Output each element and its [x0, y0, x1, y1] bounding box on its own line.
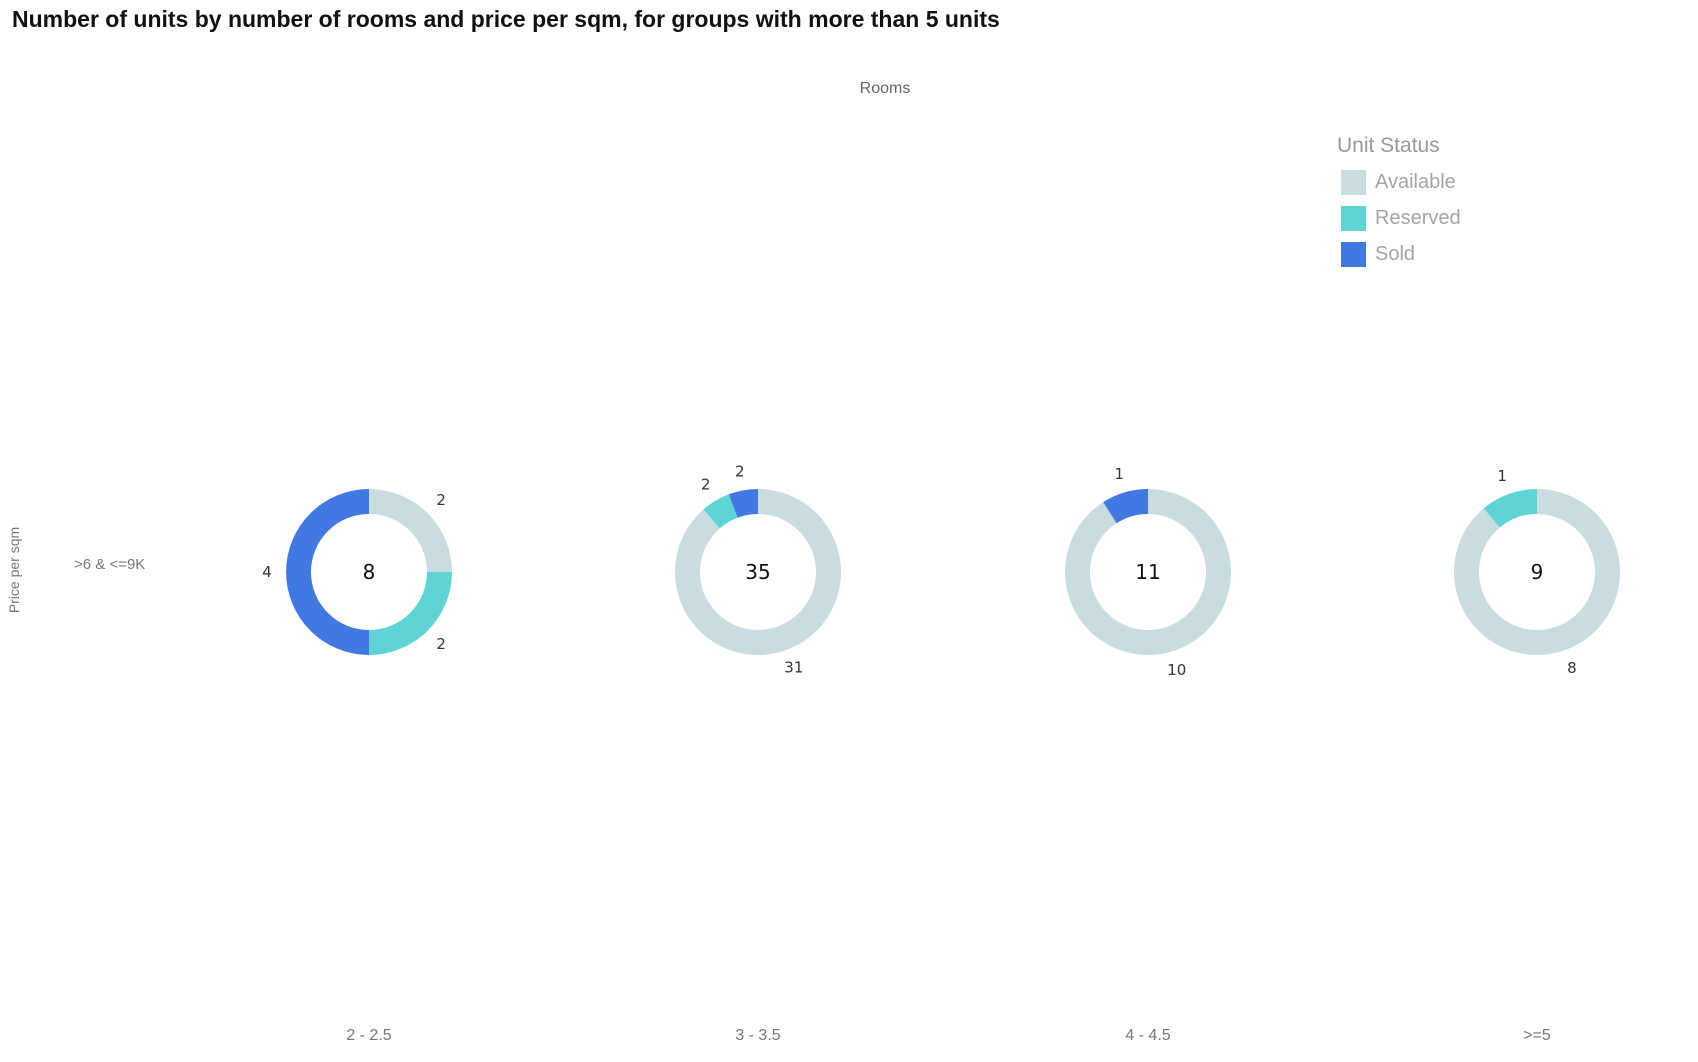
slice-reserved[interactable]	[703, 494, 738, 529]
slice-value-label: 2	[735, 463, 745, 481]
legend-item-sold[interactable]: Sold	[1341, 236, 1461, 272]
slice-available[interactable]	[369, 489, 452, 572]
slice-value-label: 2	[436, 491, 446, 509]
slice-value-label: 1	[1497, 467, 1507, 485]
slice-reserved[interactable]	[1483, 489, 1537, 528]
legend-swatch-reserved	[1341, 205, 1366, 231]
column-label-5-plus: >=5	[1523, 1027, 1551, 1044]
donut-total-label: 9	[1531, 560, 1544, 584]
legend-label-reserved: Reserved	[1375, 206, 1461, 229]
slice-available[interactable]	[1065, 489, 1231, 655]
legend-title: Unit Status	[1337, 134, 1440, 157]
column-label-4-4.5: 4 - 4.5	[1125, 1027, 1171, 1044]
slice-value-label: 31	[784, 658, 803, 676]
x-axis-title: Rooms	[859, 80, 911, 97]
slice-value-label: 4	[262, 563, 272, 581]
row-label: >6 & <=9K	[74, 556, 146, 573]
column-label-2-2.5: 2 - 2.5	[346, 1027, 392, 1044]
slice-available[interactable]	[675, 489, 841, 655]
legend-label-sold: Sold	[1375, 242, 1416, 265]
legend-item-reserved[interactable]: Reserved	[1341, 200, 1461, 236]
chart-title: Number of units by number of rooms and p…	[12, 6, 1000, 32]
legend: Unit Status Available Reserved Sold	[1337, 134, 1461, 272]
legend-swatch-sold	[1341, 241, 1366, 267]
slice-sold[interactable]	[1103, 489, 1148, 524]
legend-item-available[interactable]: Available	[1341, 164, 1461, 200]
slice-value-label: 10	[1167, 661, 1186, 679]
slice-value-label: 1	[1114, 465, 1124, 483]
slice-value-label: 2	[436, 635, 446, 653]
donut-2-2-5: 2 2 4 8	[262, 489, 452, 655]
slice-value-label: 2	[701, 475, 711, 493]
slice-sold[interactable]	[286, 489, 369, 655]
column-label-3-3.5: 3 - 3.5	[735, 1027, 781, 1044]
donut-total-label: 35	[745, 560, 770, 584]
donut-3-3-5: 31 2 2 35	[675, 463, 841, 676]
slice-value-label: 8	[1567, 659, 1577, 677]
slice-sold[interactable]	[728, 489, 758, 518]
legend-swatch-available	[1341, 169, 1366, 195]
slice-reserved[interactable]	[369, 572, 452, 655]
donut-total-label: 8	[363, 560, 376, 584]
slice-available[interactable]	[1454, 489, 1620, 656]
donut-total-label: 11	[1135, 560, 1160, 584]
donut-5: 8 1 9	[1454, 467, 1620, 677]
legend-label-available: Available	[1375, 170, 1456, 193]
